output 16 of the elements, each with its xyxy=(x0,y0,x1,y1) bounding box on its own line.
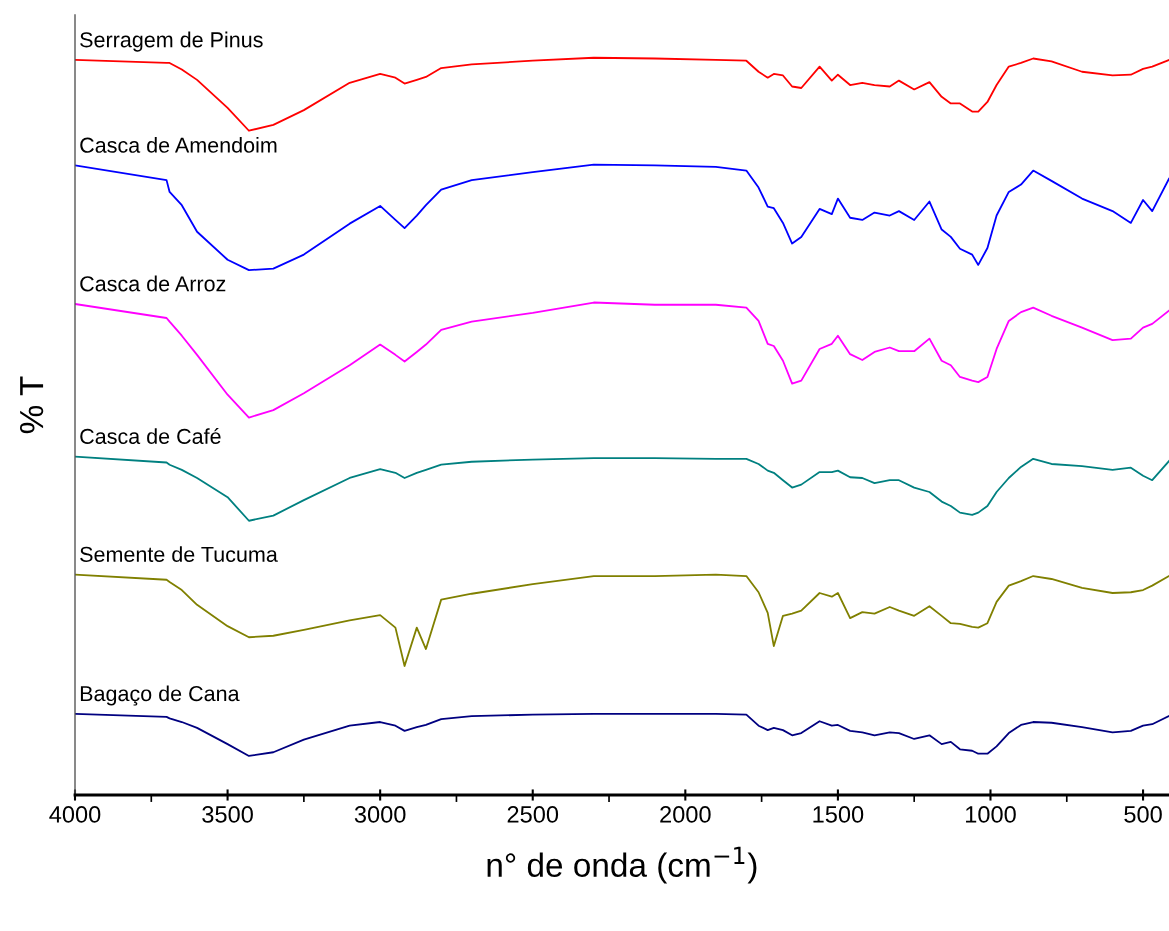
x-tick-label: 4000 xyxy=(49,806,101,823)
series-label: Serragem de Pinus xyxy=(80,31,263,52)
series-label: Casca de Amendoim xyxy=(80,137,277,153)
x-tick-label: 2000 xyxy=(660,806,711,823)
x-tick-label: 3000 xyxy=(354,806,406,823)
x-axis-title: n° de onda (cm$^{−1}$) xyxy=(487,846,757,884)
series-label: Bagaço de Cana xyxy=(80,685,240,706)
x-tick-label: 3500 xyxy=(202,806,253,823)
x-tick-label: 1000 xyxy=(966,806,1016,823)
y-axis-title: % T xyxy=(19,376,44,434)
x-tick-label: 2500 xyxy=(507,806,559,823)
series-label: Casca de Café xyxy=(80,427,221,445)
x-tick-label: 500 xyxy=(1124,806,1162,823)
x-tick-label: 1500 xyxy=(813,806,864,823)
series-label: Casca de Arroz xyxy=(80,275,226,292)
series-label: Semente de Tucuma xyxy=(80,546,278,562)
